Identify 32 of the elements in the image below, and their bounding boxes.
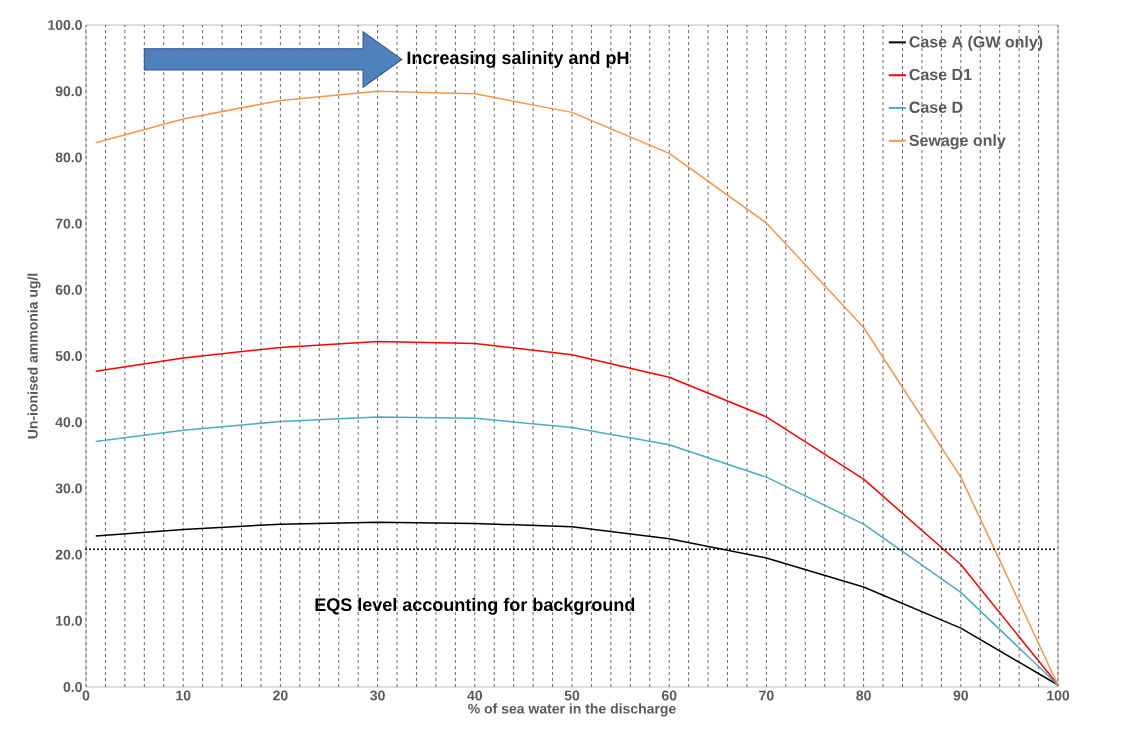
x-tick-label: 30 (370, 690, 385, 701)
x-axis-title: % of sea water in the discharge (468, 703, 676, 717)
y-axis-title: Un-ionised ammonia ug/l (27, 273, 41, 439)
x-tick-label: 50 (564, 690, 580, 701)
y-tick-label: 0.0 (63, 682, 82, 692)
x-tick-label: 100 (1047, 690, 1070, 701)
y-tick-label: 100.0 (48, 20, 82, 30)
y-tick-label: 80.0 (55, 152, 82, 163)
x-tick-label: 0 (82, 690, 90, 701)
x-tick-label: 40 (467, 690, 483, 701)
legend-label: Sewage only (909, 134, 1006, 150)
y-tick-label: 60.0 (55, 284, 82, 295)
x-tick-label: 20 (273, 690, 288, 701)
legend-label: Case D (909, 101, 963, 113)
y-tick-label: 50.0 (55, 351, 82, 361)
y-tick-label: 30.0 (55, 483, 82, 494)
x-tick-label: 10 (176, 690, 191, 701)
y-tick-label: 90.0 (55, 86, 82, 97)
legend-label: Case A (GW only) (909, 35, 1043, 51)
y-tick-label: 10.0 (56, 615, 82, 626)
line-series (94, 90, 1059, 686)
y-tick-label: 40.0 (55, 417, 82, 428)
y-tick-label: 70.0 (55, 218, 82, 229)
x-tick-label: 70 (759, 690, 774, 701)
ref-line-label: EQS level accounting for background (315, 597, 635, 615)
line-series (94, 416, 1059, 686)
x-tick-label: 90 (953, 690, 969, 701)
x-tick-label: 60 (661, 690, 677, 701)
annotation: Increasing salinity and pH (407, 50, 629, 68)
x-tick-label: 80 (856, 690, 871, 701)
y-tick-label: 20.0 (55, 549, 82, 560)
legend-label: Case D1 (909, 68, 972, 81)
